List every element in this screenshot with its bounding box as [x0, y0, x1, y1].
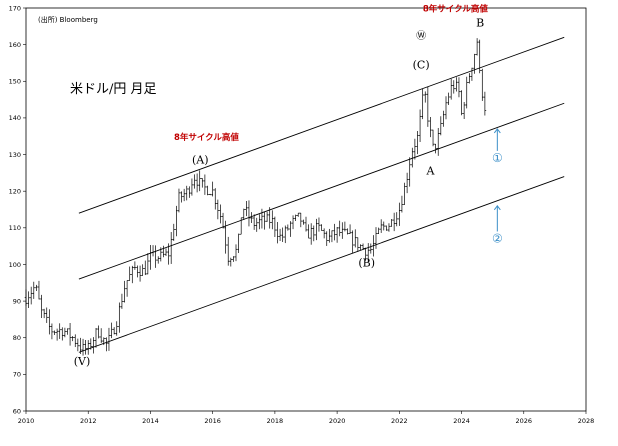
x-tick-label: 2026: [516, 417, 533, 425]
annotation-wave: (A): [192, 154, 209, 167]
annotation-wave: (C): [413, 58, 430, 71]
x-tick-label: 2010: [18, 417, 35, 425]
annotation-wave: B: [476, 16, 484, 29]
annotation-red: 8年サイクル高値: [174, 132, 239, 143]
channel-line: [78, 176, 565, 353]
channel-line: [78, 102, 565, 280]
x-tick-label: 2024: [453, 417, 470, 425]
y-tick-label: 70: [13, 371, 21, 379]
annotation-circled: Ⓦ: [416, 30, 426, 42]
annotation-blue: ②: [492, 231, 503, 245]
x-tick-label: 2012: [80, 417, 97, 425]
arrow-head: [493, 205, 501, 211]
annotation-wave: (V): [74, 355, 91, 368]
x-tick-label: 2022: [391, 417, 408, 425]
y-tick-label: 60: [13, 407, 21, 415]
arrow-head: [493, 128, 501, 134]
y-tick-label: 170: [9, 4, 21, 12]
y-tick-label: 80: [13, 334, 21, 342]
annotation-blue: ①: [492, 151, 503, 165]
y-tick-label: 100: [9, 261, 21, 269]
y-tick-label: 140: [9, 114, 21, 122]
y-tick-label: 120: [9, 187, 21, 195]
y-tick-label: 130: [9, 151, 21, 159]
x-tick-label: 2020: [329, 417, 346, 425]
y-tick-label: 160: [9, 41, 21, 49]
y-tick-label: 110: [9, 224, 21, 232]
annotation-wave: A: [425, 165, 435, 178]
source-label: (出所) Bloomberg: [38, 15, 98, 24]
channel-line: [78, 36, 565, 214]
y-tick-label: 90: [13, 297, 21, 305]
annotation-labels: (V) (A) (B) (C) A B Ⓦ 8年サイクル高値 8年サイクル高値 ① ②: [74, 4, 503, 369]
y-tick-label: 150: [9, 78, 21, 86]
axis-ticks: 2010 2012 2014 2016 2018 2020 2022 2024 2026 2028…: [9, 4, 595, 425]
x-tick-label: 2028: [578, 417, 595, 425]
plot-area: [25, 7, 587, 412]
target-arrows: [493, 128, 501, 232]
x-tick-label: 2016: [204, 417, 221, 425]
annotation-wave: (B): [358, 256, 375, 269]
trend-channel-lines: [78, 36, 565, 353]
x-tick-label: 2018: [267, 417, 284, 425]
annotation-red: 8年サイクル高値: [423, 4, 488, 15]
chart-title: 米ドル/円 月足: [70, 82, 157, 97]
x-tick-label: 2014: [142, 417, 159, 425]
